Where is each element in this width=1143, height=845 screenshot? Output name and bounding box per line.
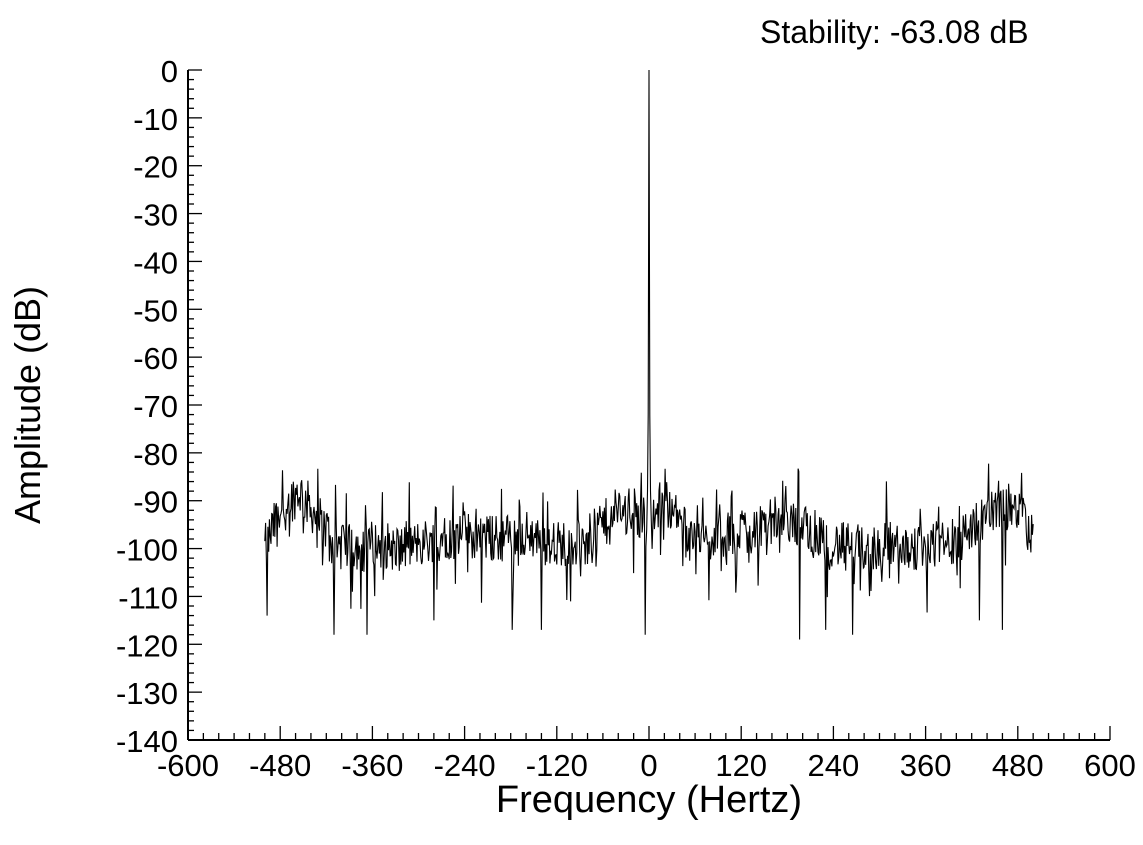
stability-annotation: Stability: -63.08 dB bbox=[760, 14, 1029, 50]
x-tick-label: 240 bbox=[808, 748, 860, 783]
x-tick-label: -600 bbox=[157, 748, 219, 783]
y-axis-label: Amplitude (dB) bbox=[7, 286, 48, 524]
y-tick-label: -60 bbox=[133, 341, 178, 376]
y-tick-label: -90 bbox=[133, 485, 178, 520]
y-tick-label: -80 bbox=[133, 437, 178, 472]
y-tick-label: -140 bbox=[116, 724, 178, 759]
y-tick-label: -40 bbox=[133, 245, 178, 280]
y-tick-label: -30 bbox=[133, 198, 178, 233]
spectrum-series bbox=[264, 69, 1034, 640]
y-tick-label: -10 bbox=[133, 102, 178, 137]
y-tick-label: -70 bbox=[133, 389, 178, 424]
y-tick-label: 0 bbox=[161, 54, 178, 89]
y-tick-label: -110 bbox=[118, 580, 178, 615]
x-tick-label: 600 bbox=[1084, 748, 1136, 783]
x-tick-label: 360 bbox=[900, 748, 952, 783]
x-tick-label: -240 bbox=[434, 748, 496, 783]
x-tick-label: 0 bbox=[640, 748, 657, 783]
x-tick-label: 120 bbox=[715, 748, 767, 783]
x-tick-label: -120 bbox=[526, 748, 588, 783]
x-axis-label: Frequency (Hertz) bbox=[496, 779, 802, 821]
y-tick-label: -100 bbox=[116, 533, 178, 568]
x-tick-label: -480 bbox=[249, 748, 311, 783]
y-tick-label: -120 bbox=[116, 628, 178, 663]
y-axis-ticks: 0 -10 -20 -30 -40 -50 -60 -70 -80 -90 -100 -110 -120… bbox=[116, 54, 202, 759]
x-tick-label: 480 bbox=[992, 748, 1044, 783]
spectrum-line bbox=[264, 69, 1034, 640]
y-tick-label: -20 bbox=[133, 150, 178, 185]
x-tick-label: -360 bbox=[341, 748, 403, 783]
x-axis-ticks: -600 -480 -360 -240 -120 0 120 240 360 480 600 bbox=[157, 726, 1136, 783]
y-tick-label: -130 bbox=[116, 676, 178, 711]
y-tick-label: -50 bbox=[133, 293, 178, 328]
